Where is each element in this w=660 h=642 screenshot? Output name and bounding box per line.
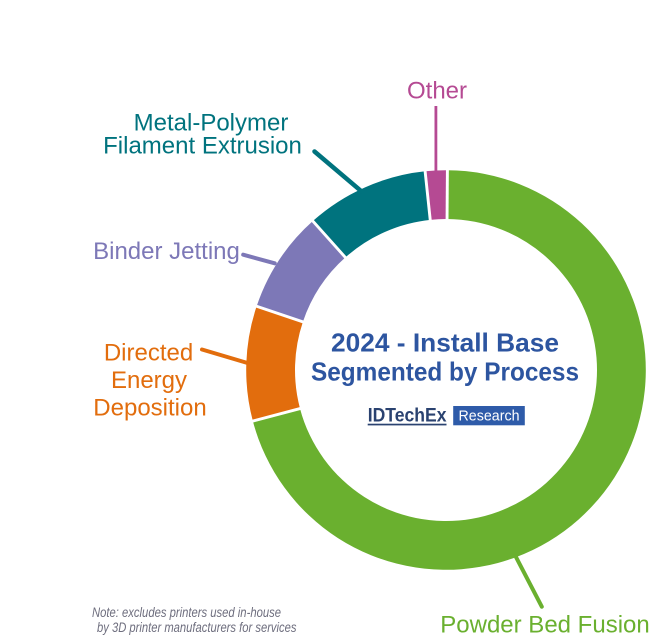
svg-text:2024 - Install Base: 2024 - Install Base [331, 328, 559, 358]
svg-text:Research: Research [459, 409, 520, 425]
svg-text:Filament Extrusion: Filament Extrusion [103, 133, 302, 160]
svg-text:IDTechEx: IDTechEx [368, 405, 447, 426]
svg-text:Binder Jetting: Binder Jetting [93, 238, 240, 265]
svg-text:Deposition: Deposition [93, 395, 206, 422]
svg-text:Other: Other [407, 78, 467, 105]
svg-text:Directed: Directed [104, 340, 193, 367]
svg-text:Energy: Energy [111, 367, 187, 394]
svg-text:Powder Bed Fusion: Powder Bed Fusion [440, 612, 649, 639]
svg-text:Metal-Polymer: Metal-Polymer [134, 110, 289, 137]
svg-text:by 3D printer manufacturers fo: by 3D printer manufacturers for services [97, 620, 297, 635]
svg-text:Segmented by Process: Segmented by Process [311, 357, 579, 387]
svg-text:Note: excludes printers used i: Note: excludes printers used in-house [92, 605, 281, 620]
